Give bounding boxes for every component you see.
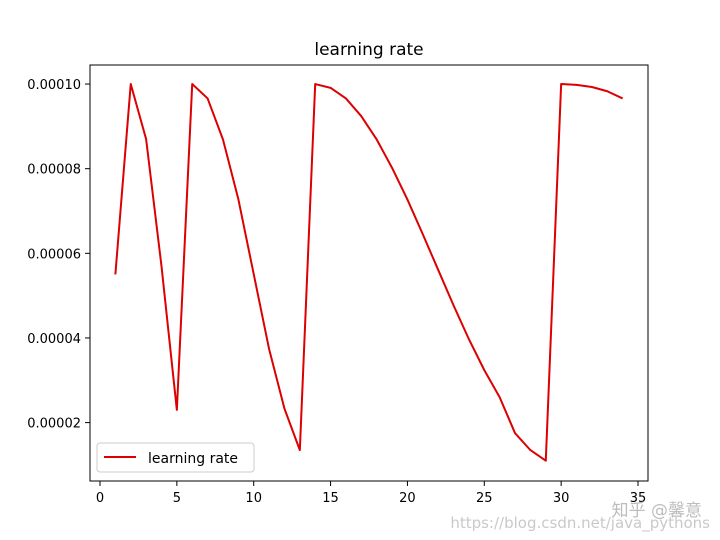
x-tick-label: 35 [630,491,647,506]
x-tick-label: 30 [553,491,570,506]
y-tick-label: 0.00002 [27,417,81,432]
x-tick-label: 0 [96,491,104,506]
y-tick-label: 0.00008 [27,163,81,178]
legend-box [96,442,255,473]
legend-label: learning rate [148,451,238,467]
y-tick-label: 0.00004 [27,332,81,347]
y-tick-label: 0.00010 [27,78,81,93]
x-tick-label: 25 [476,491,493,506]
x-tick-label: 10 [245,491,262,506]
legend: learning rate [96,442,255,473]
y-tick-label: 0.00006 [27,247,81,262]
watermark-brand: 知乎 @馨意 [612,501,702,521]
axes: 0 5 10 15 20 25 30 35 0.00002 0.00004 0.00006 0.000… [27,64,649,506]
x-tick-label: 15 [322,491,339,506]
x-tick-label: 20 [399,491,416,506]
axes-frame [89,64,649,482]
x-tick-label: 5 [173,491,181,506]
watermark-url: https://blog.csdn.net/java_pythons [450,514,710,533]
plot-area [114,83,624,462]
series-line-learning-rate [114,83,624,462]
chart-title: learning rate [314,40,423,60]
